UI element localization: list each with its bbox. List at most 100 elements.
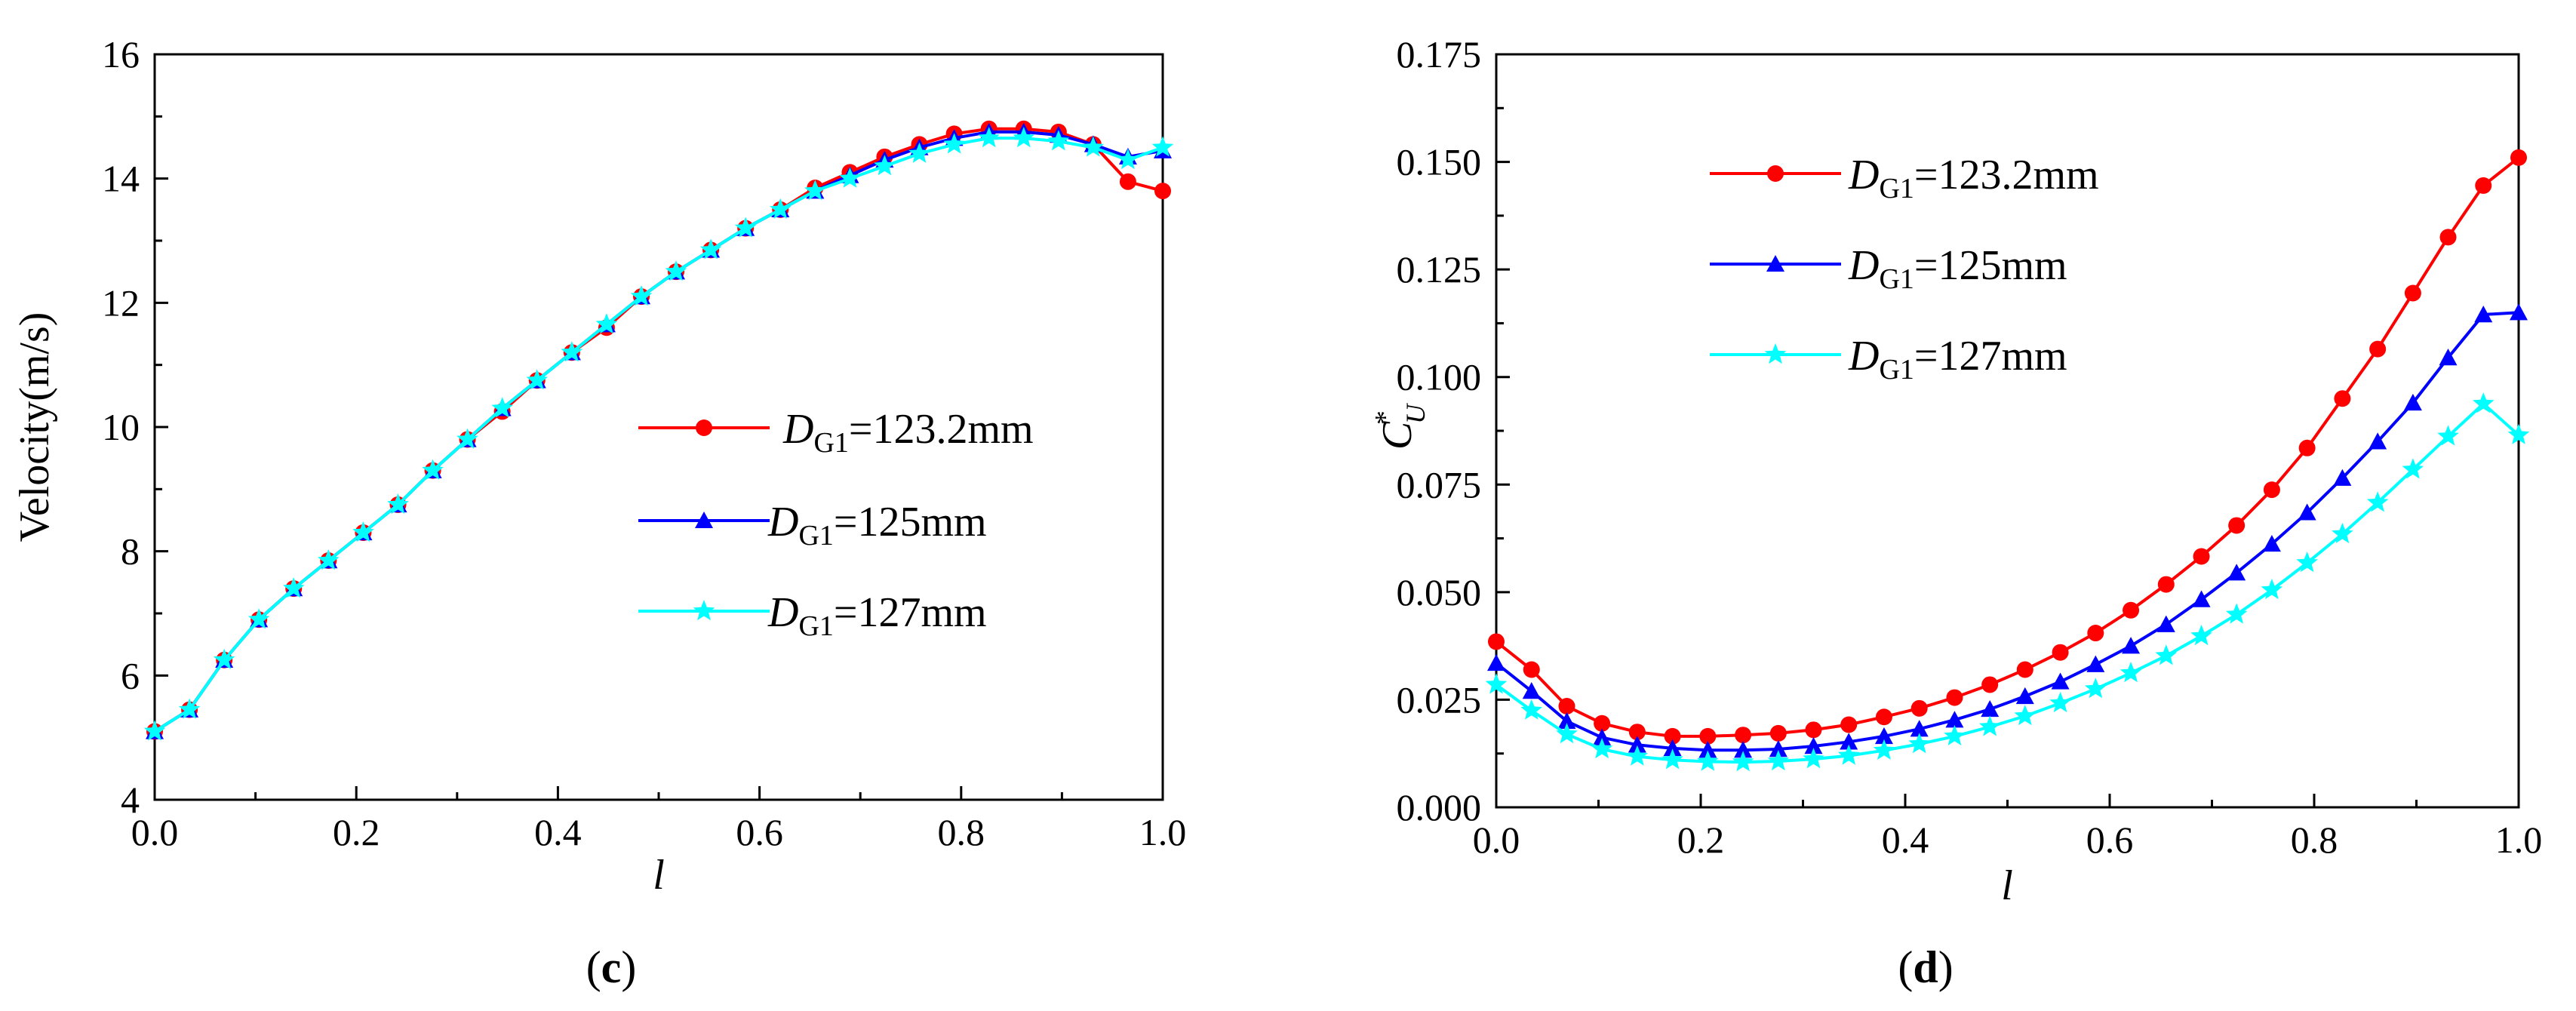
data-point (2507, 423, 2530, 444)
data-point (2439, 349, 2458, 366)
data-point (2333, 469, 2352, 486)
legend-label: DG1=123.2mm (1848, 152, 2099, 204)
data-point (2403, 393, 2422, 411)
y-tick-label: 0.075 (1397, 463, 1482, 506)
data-point (1978, 715, 2001, 736)
data-point (1119, 173, 1136, 190)
legend-marker-circle (696, 419, 712, 436)
data-point (2016, 661, 2033, 678)
data-point (1803, 748, 1824, 769)
data-point (1875, 708, 1892, 726)
data-point (283, 577, 305, 598)
data-point (2225, 603, 2248, 624)
velocity-chart: 0.0 0.2 0.4 0.6 0.8 1.0 4 6 8 10 12 14 16 l Velocit… (11, 33, 1186, 992)
data-point (1591, 738, 1613, 759)
y-tick-label: 0.150 (1397, 141, 1482, 183)
data-point (2051, 672, 2070, 690)
data-point (1487, 653, 1505, 671)
data-point (1698, 741, 1717, 758)
data-point (1837, 744, 1860, 765)
legend-entry-blue: DG1=125mm (1710, 242, 2067, 295)
data-point (665, 260, 687, 281)
x-tick-label: 0.0 (1473, 819, 1520, 861)
legend-entry-blue: DG1=125mm (638, 499, 987, 552)
x-tick-label: 1.0 (2495, 819, 2543, 861)
data-point (2332, 522, 2353, 543)
legend-marker-star (1764, 343, 1787, 364)
data-point (1485, 673, 1508, 694)
x-tick-label: 0.2 (333, 811, 380, 853)
data-point (2404, 284, 2421, 302)
x-tick-label: 0.8 (938, 811, 985, 853)
data-point (2156, 615, 2175, 632)
y-tick-label: 0.100 (1397, 356, 1482, 398)
x-tick-label: 0.6 (736, 811, 783, 853)
legend-label: DG1=123.2mm (782, 406, 1034, 459)
x-axis-ticks: 0.0 0.2 0.4 0.6 0.8 1.0 (1473, 794, 2543, 861)
data-point (1840, 733, 1858, 750)
data-point (2437, 425, 2459, 446)
data-point (1769, 740, 1788, 757)
data-point (2296, 552, 2318, 573)
y-tick-label: 12 (102, 281, 140, 324)
data-point (2474, 306, 2493, 323)
data-point (1697, 750, 1719, 771)
data-point (1013, 127, 1034, 148)
legend-marker-star (693, 600, 715, 621)
y-axis-ticks: 0.000 0.025 0.050 0.075 0.100 0.125 0.150 0.175 (1397, 33, 1510, 828)
y-axis-title: C*U (1369, 403, 1431, 450)
data-point (2263, 481, 2280, 499)
data-point (734, 217, 757, 238)
data-point (839, 167, 861, 188)
data-point (491, 397, 513, 418)
data-point (2085, 678, 2107, 699)
data-point (318, 549, 340, 570)
data-point (1488, 633, 1505, 650)
data-point (1151, 136, 1174, 157)
data-point (770, 198, 792, 219)
data-point (1558, 697, 1575, 714)
y-tick-label: 14 (102, 158, 140, 200)
series-star (1485, 392, 2530, 772)
legend-label: DG1=125mm (767, 499, 987, 552)
data-point (1805, 721, 1822, 739)
data-point (1769, 724, 1787, 742)
x-axis-title: l (2001, 862, 2013, 909)
data-point (1873, 739, 1895, 760)
legend-marker-circle (1767, 165, 1784, 182)
series-line (1495, 401, 2520, 764)
legend-entry-cyan: DG1=127mm (1710, 333, 2067, 386)
legend-label: DG1=125mm (1848, 242, 2067, 295)
x-tick-label: 0.4 (1882, 819, 1929, 861)
data-point (2262, 534, 2281, 552)
series-circle (1488, 149, 2527, 745)
data-point (2155, 644, 2178, 665)
data-point (2369, 340, 2387, 358)
legend-entry-cyan: DG1=127mm (638, 589, 987, 642)
data-point (1626, 745, 1649, 766)
data-point (2123, 601, 2140, 619)
panel-label-c: (c) (586, 942, 637, 992)
legend: DG1=123.2mm DG1=125mm DG1=127mm (638, 406, 1034, 642)
data-point (1910, 720, 1929, 737)
series-star (143, 127, 1174, 741)
data-point (456, 428, 478, 449)
data-point (1661, 748, 1683, 770)
panel-label-d: (d) (1898, 942, 1953, 992)
legend-label: DG1=127mm (1848, 333, 2067, 386)
data-point (178, 698, 201, 719)
x-tick-label: 0.6 (2086, 819, 2134, 861)
data-point (1946, 689, 1963, 706)
data-point (2190, 625, 2212, 646)
data-point (2402, 458, 2424, 479)
data-point (2228, 517, 2246, 534)
data-point (2086, 655, 2105, 672)
y-axis-title: Velocity(m/s) (11, 312, 58, 542)
data-point (1520, 699, 1542, 720)
data-point (1523, 661, 1540, 678)
data-point (2298, 503, 2316, 521)
data-point (2015, 687, 2034, 705)
data-point (1594, 714, 1611, 732)
y-tick-label: 6 (121, 654, 140, 696)
data-point (143, 720, 166, 741)
